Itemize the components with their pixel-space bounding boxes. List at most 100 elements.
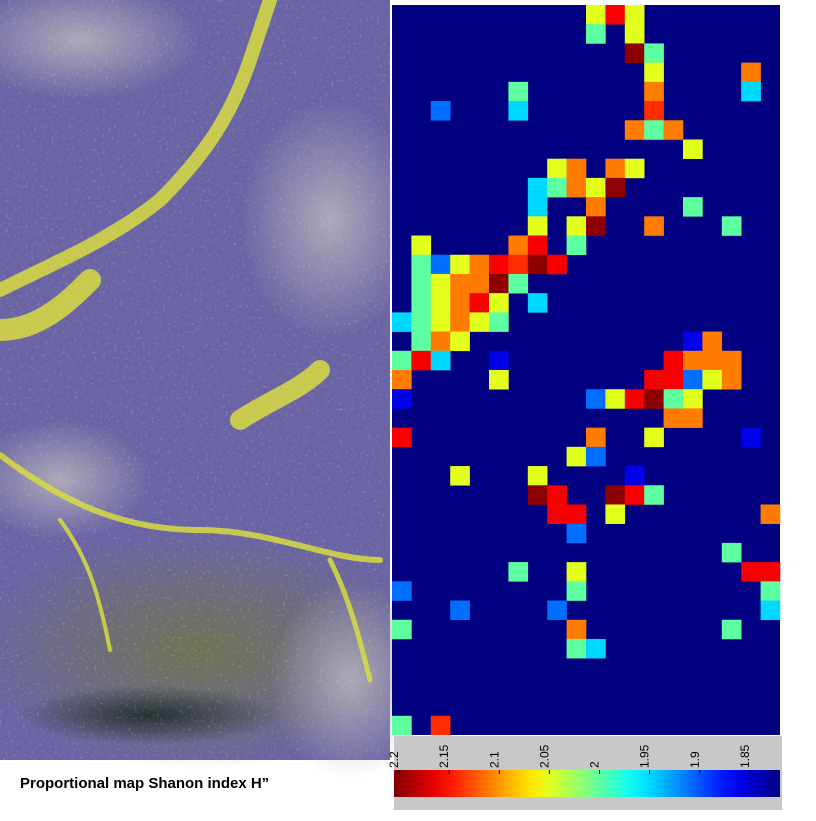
heatmap-cell bbox=[683, 389, 703, 409]
heatmap-cell bbox=[392, 619, 412, 640]
heatmap-cell bbox=[586, 216, 606, 236]
heatmap-cell bbox=[430, 101, 451, 121]
heatmap-cell bbox=[566, 235, 587, 256]
heatmap-cell bbox=[605, 504, 626, 524]
heatmap-cell bbox=[489, 350, 509, 371]
heatmap-cell bbox=[644, 81, 664, 102]
heatmap-cell bbox=[430, 331, 451, 352]
heatmap-cell bbox=[663, 389, 684, 409]
colorbar-tick-label: 2 bbox=[588, 761, 602, 768]
heatmap-cell bbox=[508, 273, 529, 294]
heatmap-cell bbox=[411, 293, 432, 313]
heatmap-cell bbox=[683, 408, 703, 428]
heatmap-cell bbox=[450, 254, 470, 275]
heatmap-cell bbox=[430, 254, 451, 275]
heatmap-cell bbox=[663, 370, 684, 390]
heatmap-cell bbox=[547, 600, 567, 621]
heatmap-cell bbox=[411, 273, 432, 294]
heatmap-cell bbox=[566, 177, 587, 198]
heatmap-cell bbox=[508, 254, 529, 275]
heatmap-cell bbox=[624, 5, 645, 25]
heatmap-cell bbox=[527, 485, 548, 505]
colorbar-tick-label: 2.2 bbox=[387, 751, 401, 768]
heatmap-cell bbox=[683, 331, 703, 352]
heatmap-cell bbox=[430, 715, 451, 736]
colorbar-tick-label: 2.1 bbox=[487, 751, 501, 768]
heatmap-cell bbox=[508, 562, 529, 582]
heatmap-cell bbox=[663, 408, 684, 428]
heatmap-cell bbox=[450, 331, 470, 352]
heatmap-cell bbox=[586, 389, 606, 409]
heatmap-cell bbox=[624, 389, 645, 409]
heatmap-cell bbox=[586, 24, 606, 44]
heatmap-cell bbox=[527, 177, 548, 198]
heatmap-cell bbox=[702, 350, 723, 371]
heatmap-cell bbox=[741, 62, 761, 83]
heatmap-cell bbox=[644, 62, 664, 83]
heatmap-cell bbox=[430, 312, 451, 332]
heatmap-cell bbox=[469, 273, 490, 294]
heatmap-cell bbox=[721, 350, 742, 371]
heatmap-cell bbox=[392, 370, 412, 390]
heatmap-cell bbox=[741, 562, 761, 582]
heatmap-cell bbox=[566, 216, 587, 236]
heatmap-cell bbox=[411, 350, 432, 371]
heatmap-cell bbox=[489, 370, 509, 390]
heatmap-cell bbox=[663, 120, 684, 140]
heatmap-cell bbox=[663, 350, 684, 371]
heatmap-cell bbox=[527, 216, 548, 236]
heatmap-cell bbox=[644, 370, 664, 390]
heatmap-cell bbox=[566, 158, 587, 179]
heatmap-cell bbox=[469, 293, 490, 313]
heatmap-cell bbox=[605, 158, 626, 179]
heatmap-cell bbox=[760, 581, 781, 601]
heatmap-cell bbox=[547, 254, 567, 275]
heatmap-cell bbox=[430, 273, 451, 294]
heatmap-cell bbox=[508, 81, 529, 102]
heatmap-cell bbox=[586, 427, 606, 448]
satellite-image bbox=[0, 0, 430, 780]
heatmap-cell bbox=[411, 312, 432, 332]
heatmap-cell bbox=[721, 619, 742, 640]
heatmap-cell bbox=[392, 427, 412, 448]
heatmap-cell bbox=[741, 81, 761, 102]
colorbar-ticks: 2.2 2.15 2.1 2.05 2 1.95 1.9 1.85 bbox=[387, 744, 752, 774]
heatmap-cell bbox=[547, 177, 567, 198]
heatmap-cell bbox=[644, 120, 664, 140]
heatmap-cell bbox=[702, 370, 723, 390]
heatmap-cell bbox=[411, 235, 432, 256]
heatmap-cell bbox=[547, 158, 567, 179]
heatmap-cell bbox=[683, 197, 703, 217]
heatmap-cell bbox=[760, 600, 781, 621]
heatmap-cell bbox=[430, 293, 451, 313]
heatmap-cell bbox=[450, 293, 470, 313]
heatmap-cell bbox=[721, 542, 742, 563]
heatmap-cell bbox=[760, 504, 781, 524]
heatmap-cell bbox=[566, 619, 587, 640]
caption: Proportional map Shanon index H” bbox=[20, 775, 269, 792]
heatmap-cell bbox=[721, 370, 742, 390]
heatmap-cell bbox=[605, 177, 626, 198]
heatmap bbox=[392, 5, 781, 736]
heatmap-cell bbox=[702, 331, 723, 352]
heatmap-cell bbox=[566, 638, 587, 659]
heatmap-cell bbox=[508, 235, 529, 256]
heatmap-cell bbox=[450, 312, 470, 332]
colorbar-tick-label: 2.05 bbox=[537, 744, 551, 768]
colorbar-tick-label: 1.9 bbox=[688, 751, 702, 768]
heatmap-cell bbox=[760, 562, 781, 582]
heatmap-cell bbox=[624, 466, 645, 486]
heatmap-cell bbox=[644, 101, 664, 121]
heatmap-cell bbox=[469, 312, 490, 332]
heatmap-cell bbox=[489, 293, 509, 313]
heatmap-cell bbox=[683, 370, 703, 390]
heatmap-cell bbox=[450, 600, 470, 621]
heatmap-cell bbox=[586, 638, 606, 659]
heatmap-cell bbox=[586, 5, 606, 25]
heatmap-cell bbox=[411, 254, 432, 275]
heatmap-cell bbox=[566, 446, 587, 467]
heatmap-cell bbox=[469, 254, 490, 275]
heatmap-cell bbox=[605, 5, 626, 25]
colorbar-tick-label: 2.15 bbox=[437, 744, 451, 768]
